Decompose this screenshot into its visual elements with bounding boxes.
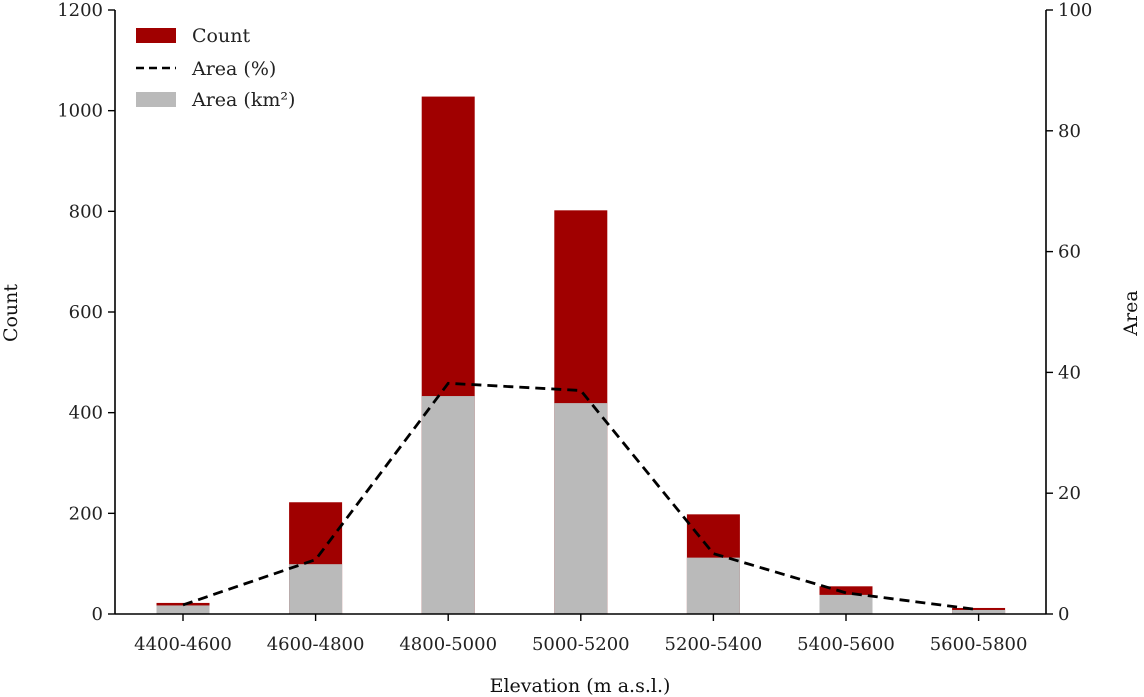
y-tick-label-400: 400	[69, 403, 103, 424]
area-km2-bar-4800-5000	[421, 396, 475, 614]
legend-label-area-km2: Area (km²)	[191, 89, 295, 111]
y-tick-label-200: 200	[69, 503, 103, 524]
legend-label-count: Count	[192, 25, 250, 47]
area-percent-line	[182, 381, 979, 612]
y2-tick-label-100: 100	[1058, 0, 1092, 21]
x-tick-label-4400-4600: 4400-4600	[134, 634, 232, 655]
x-tick-label-4800-5000: 4800-5000	[399, 634, 497, 655]
x-tick-label-5200-5400: 5200-5400	[665, 634, 763, 655]
y-tick-label-1200: 1200	[57, 0, 103, 21]
y-tick-label-600: 600	[69, 302, 103, 323]
y2-tick-label-80: 80	[1058, 121, 1081, 142]
y-tick-label-0: 0	[92, 604, 103, 625]
legend-swatch-count	[136, 28, 176, 43]
x-axis-title: Elevation (m a.s.l.)	[490, 675, 671, 697]
area-km2-bar-4400-4600	[156, 605, 210, 614]
x-tick-label-4600-4800: 4600-4800	[267, 634, 365, 655]
area-km2-bar-5600-5800	[952, 609, 1006, 614]
area-km2-bar-5000-5200	[554, 403, 608, 614]
legend-label-area-percent: Area (%)	[191, 58, 276, 80]
x-tick-label-5000-5200: 5000-5200	[532, 634, 630, 655]
area-km2-bar-5200-5400	[686, 557, 740, 614]
ticks: 0 200 400 600 800 1000 1200 0 20 40 60 80 100 4400-46…	[57, 0, 1092, 655]
legend-swatch-area-km2	[136, 92, 176, 107]
y-tick-label-1000: 1000	[57, 101, 103, 122]
y2-tick-label-60: 60	[1058, 242, 1081, 263]
area-km2-bar-5400-5600	[819, 594, 873, 614]
y2-tick-label-40: 40	[1058, 362, 1081, 383]
y2-axis-title: Area	[1120, 290, 1142, 336]
area-km2-bar-4600-4800	[289, 564, 343, 614]
y-axis-title: Count	[0, 284, 22, 342]
y-tick-label-800: 800	[69, 201, 103, 222]
legend: Count Area (%) Area (km²)	[136, 25, 295, 111]
y2-tick-label-0: 0	[1058, 604, 1069, 625]
x-tick-label-5600-5800: 5600-5800	[930, 634, 1028, 655]
y2-tick-label-20: 20	[1058, 483, 1081, 504]
area-km2-bars	[156, 396, 1006, 614]
x-tick-label-5400-5600: 5400-5600	[797, 634, 895, 655]
